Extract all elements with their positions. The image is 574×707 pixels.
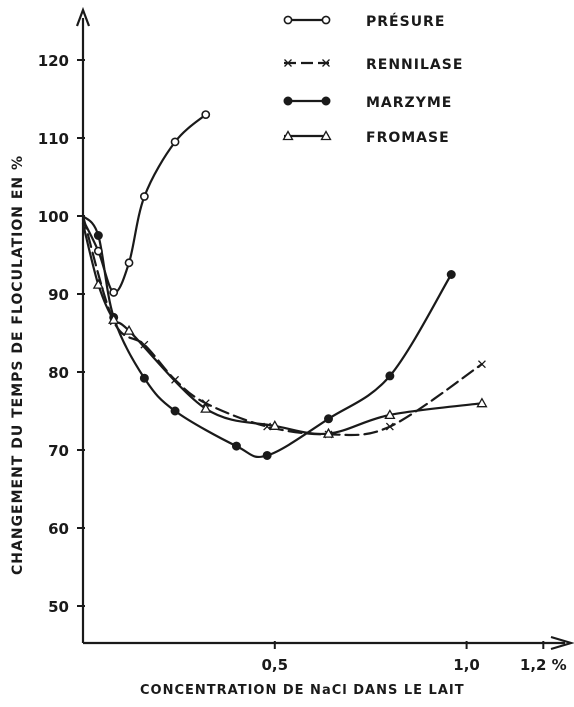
y-tick-label: 90 [48,286,69,304]
axes [75,6,574,651]
series-line-1 [81,113,207,294]
data-point-filled-circle [283,96,293,106]
y-tick-label: 70 [48,442,69,460]
data-point-open-triangle [123,324,135,335]
y-tick-label: 120 [38,52,69,70]
data-point-filled-circle [262,450,272,460]
data-point-open-triangle [282,130,294,141]
data-point-open-triangle [269,419,281,430]
data-point-cross [171,375,180,384]
series-line-3 [81,214,453,459]
data-point-filled-circle [231,441,241,451]
data-point-open-triangle [384,409,396,420]
y-tick-label: 50 [48,598,69,616]
data-point-cross [385,422,394,431]
data-point-cross [263,422,272,431]
legend-label: MARZYME [366,95,452,111]
ticks: 50 60 70 80 90 100 110 120 0,5 1,0 1,2 % [38,52,567,674]
data-point-open-circle [170,137,180,147]
data-point-open-circle [283,15,293,25]
legend-label: FROMASE [366,130,450,146]
data-point-open-triangle [322,427,335,438]
legend-label: RENNILASE [366,57,463,73]
data-point-filled-circle [446,270,456,279]
legend: PRÉSURE RENNILASE MARZYME FROMASE [282,13,463,146]
data-point-filled-circle [170,406,180,416]
data-point-cross [284,59,292,67]
legend-label: PRÉSURE [366,13,445,30]
data-point-open-circle [139,192,149,201]
data-point-cross [477,360,486,369]
data-point-open-triangle [200,402,212,413]
y-tick-label: 100 [38,208,69,226]
data-point-open-triangle [320,130,332,141]
data-point-filled-circle [139,373,149,383]
data-point-filled-circle [93,231,103,240]
data-point-cross [140,340,149,349]
data-point-cross [322,59,330,67]
data-point-filled-circle [323,414,333,424]
x-tick-label: 1,0 [453,656,480,674]
x-axis-arrow [550,635,574,651]
data-point-open-circle [109,288,119,297]
data-point-open-triangle [108,313,120,324]
data-point-filled-circle [321,96,331,106]
data-point-open-triangle [476,397,488,408]
x-axis-label: CONCENTRATION DE NaCl DANS LE LAIT [140,683,465,698]
y-axis-label: CHANGEMENT DU TEMPS DE FLOCULATION EN % [10,155,26,575]
data-point-filled-circle [385,371,395,381]
data-point-open-circle [124,258,134,268]
series-lines [81,113,483,459]
y-axis-arrow [75,6,91,27]
series-line-4 [81,222,483,436]
x-tick-label: 0,5 [262,656,289,674]
y-tick-label: 60 [48,520,69,538]
data-point-open-triangle [92,278,104,289]
y-tick-label: 110 [38,130,69,148]
y-tick-label: 80 [48,364,69,382]
data-point-open-circle [93,246,103,256]
x-tick-label: 1,2 % [520,656,567,674]
data-point-open-circle [321,15,331,25]
data-point-open-circle [201,110,211,119]
series-markers [92,110,488,460]
